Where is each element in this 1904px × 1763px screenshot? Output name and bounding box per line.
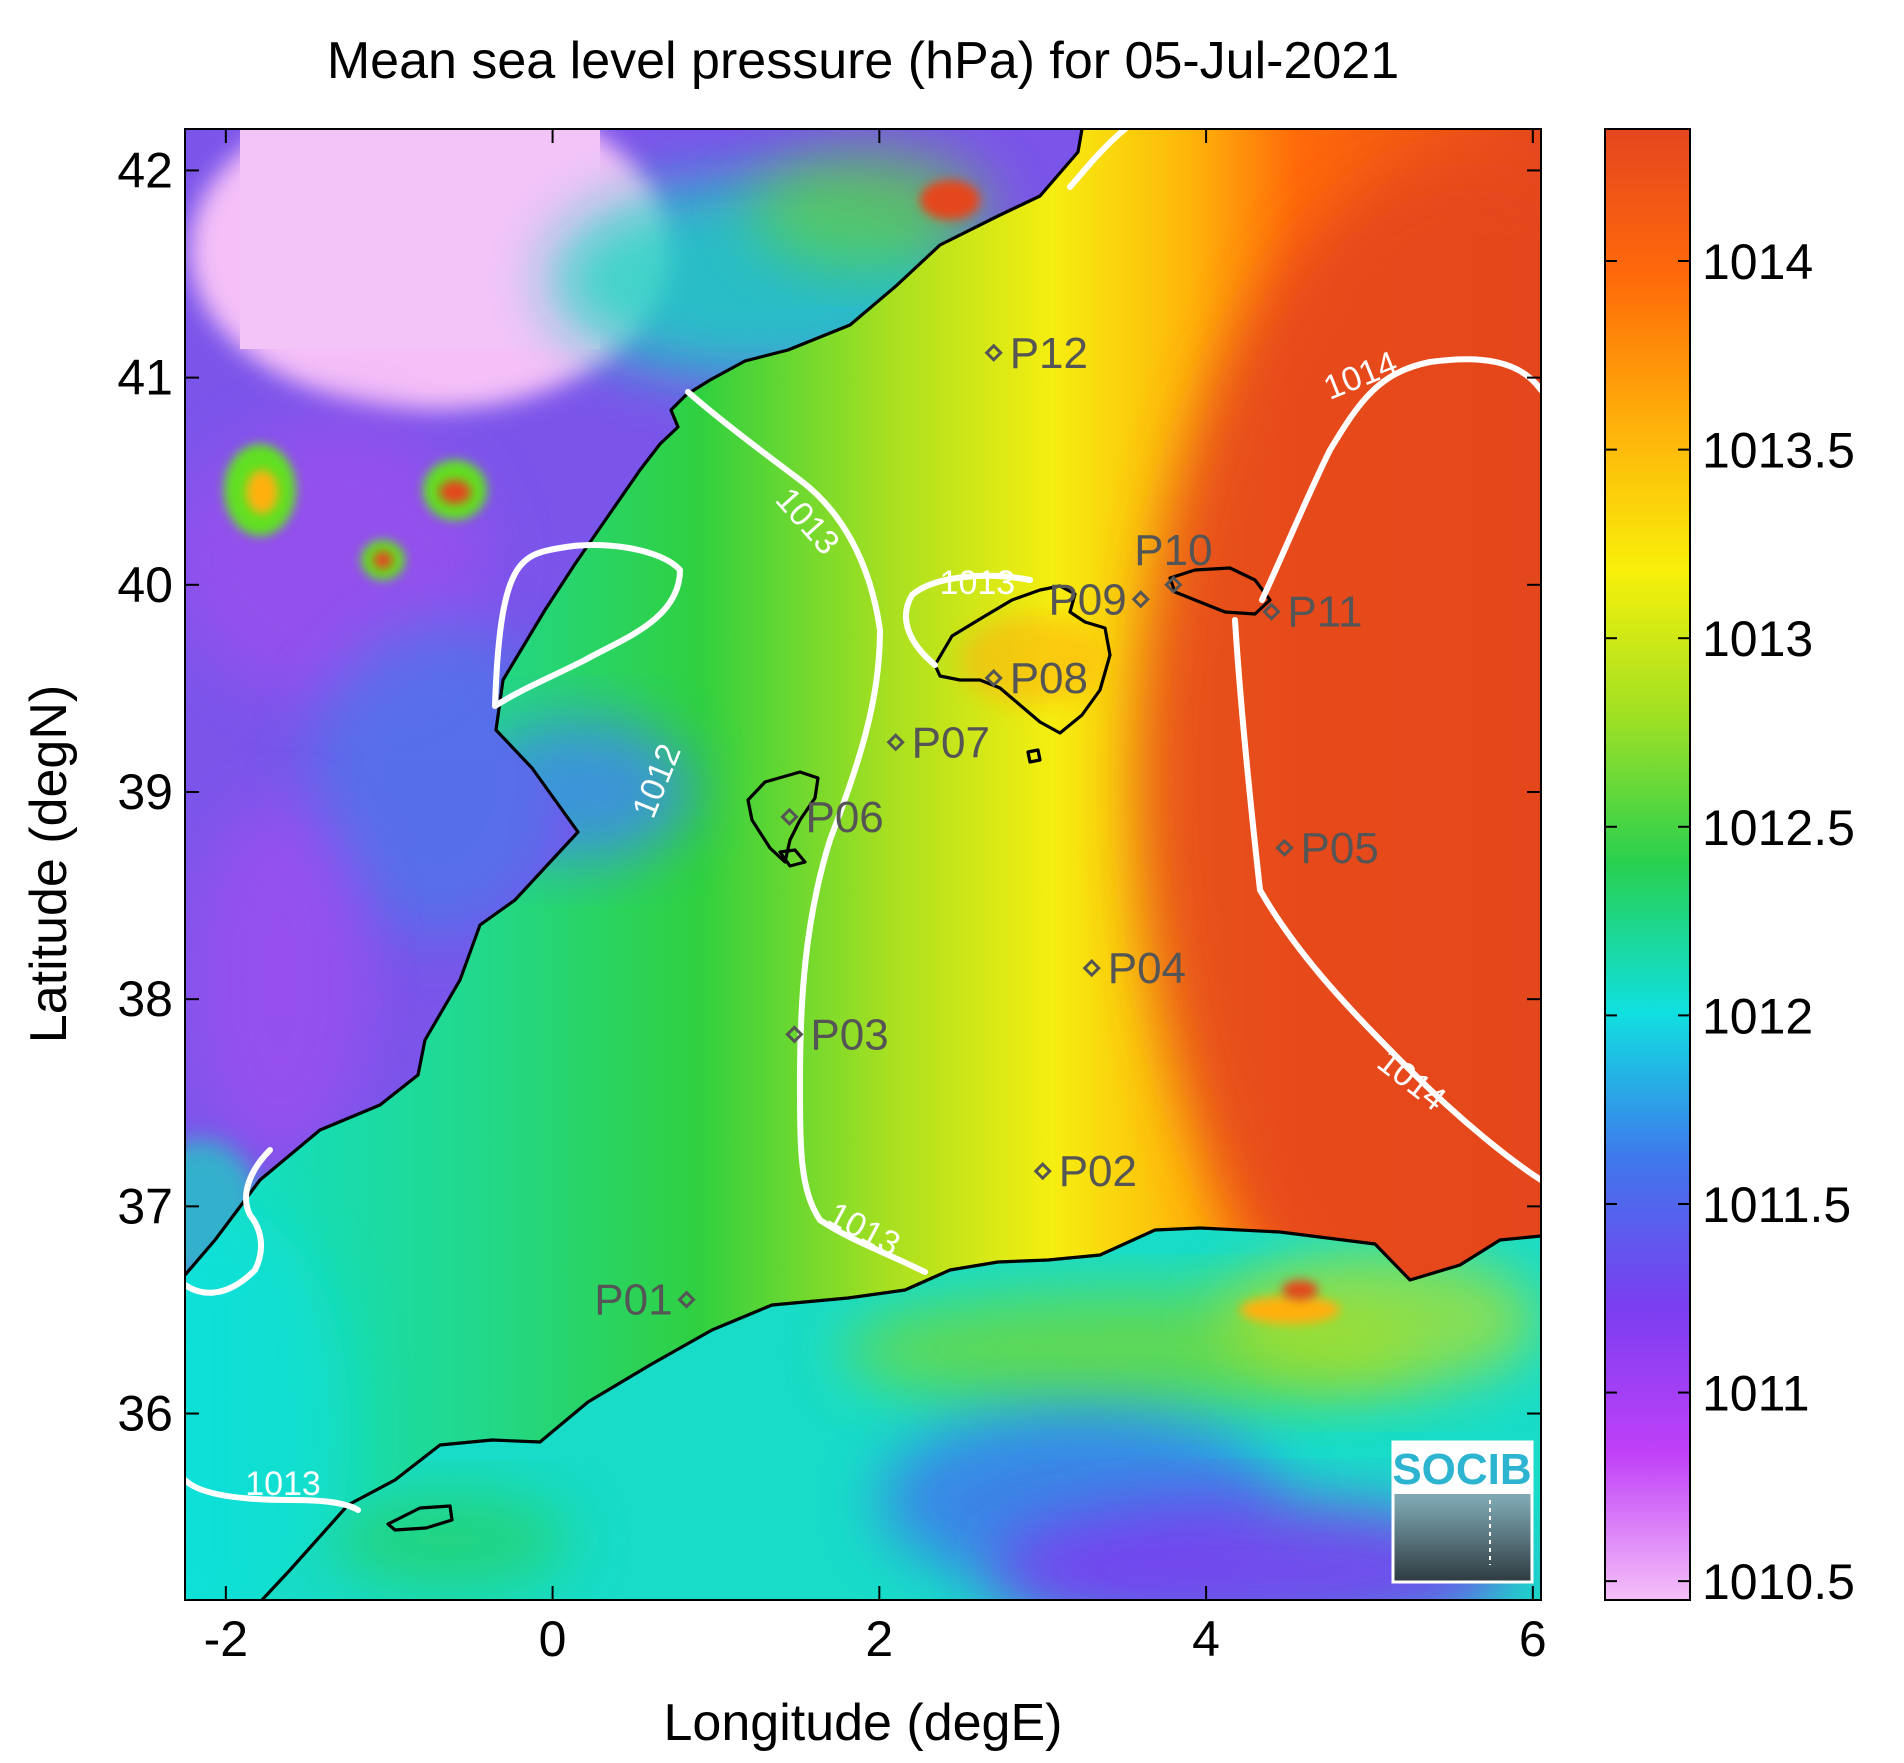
station-label: P10 (1134, 526, 1212, 575)
colorbar-gradient (1604, 128, 1691, 1601)
ibiza-coast (746, 770, 820, 864)
station-marker (1275, 838, 1294, 858)
y-tick-label: 42 (117, 142, 173, 198)
station-p05: P05 (1275, 824, 1379, 873)
pressure-field (185, 129, 1541, 1600)
cabrera-coast (1026, 748, 1042, 764)
station-p02: P02 (1033, 1147, 1137, 1196)
station-marker (1262, 602, 1281, 621)
contour-1013-north (1067, 129, 1128, 190)
station-label: P03 (810, 1010, 888, 1059)
colorbar-tick-label: 1012.5 (1702, 800, 1855, 856)
station-p08: P08 (984, 654, 1088, 703)
colorbar: 1010.5 1011 1011.5 1012 1012.5 1013 1013.5 1014 (1604, 128, 1855, 1610)
colorbar-tick-label: 1013 (1702, 611, 1813, 667)
station-marker (1082, 958, 1101, 978)
y-tick-label: 36 (117, 1386, 173, 1442)
colorbar-tick-label: 1011.5 (1702, 1177, 1851, 1233)
contour-1013-sw-coast (185, 1147, 273, 1296)
station-label: P05 (1301, 824, 1379, 873)
station-p06: P06 (780, 793, 884, 842)
station-marker (1131, 590, 1150, 609)
station-marker (886, 733, 905, 752)
contour-label: 1013 (245, 1465, 321, 1503)
y-tick-label: 38 (117, 971, 173, 1027)
x-tick-label: -2 (204, 1611, 248, 1667)
station-marker (780, 807, 799, 826)
colorbar-ticks: 1010.5 1011 1011.5 1012 1012.5 1013 1013.5 1014 (1605, 234, 1855, 1610)
colorbar-tick-label: 1014 (1702, 234, 1813, 290)
station-label: P02 (1059, 1147, 1137, 1196)
iberia-coast (185, 129, 1084, 1277)
y-axis-label: Latitude (degN) (20, 685, 78, 1043)
axes-frame: -2 0 2 4 6 36 37 38 39 40 41 42 (117, 128, 1547, 1667)
x-tick-label: 4 (1192, 1611, 1220, 1667)
colorbar-tick-label: 1010.5 (1702, 1554, 1855, 1610)
station-p12: P12 (984, 329, 1088, 378)
y-tick-label: 39 (117, 764, 173, 820)
station-label: P12 (1010, 329, 1088, 378)
africa-coast (260, 1226, 1541, 1600)
colorbar-tick-label: 1013.5 (1702, 423, 1855, 479)
station-label: P11 (1287, 588, 1362, 637)
station-p07: P07 (886, 718, 990, 767)
contour-1013-mallorca (903, 572, 1033, 668)
y-tick-label: 41 (117, 350, 173, 406)
y-tick-label: 37 (117, 1178, 173, 1234)
station-p01: P01 (594, 1276, 696, 1325)
station-marker (1033, 1162, 1052, 1181)
station-label: P01 (594, 1276, 672, 1325)
station-p11: P11 (1262, 588, 1362, 637)
socib-logo: SOCIB (1391, 1440, 1534, 1584)
x-tick-label: 0 (539, 1611, 567, 1667)
station-label: P08 (1010, 654, 1088, 703)
station-p04: P04 (1082, 944, 1186, 993)
chart-title: Mean sea level pressure (hPa) for 05-Jul… (327, 32, 1399, 90)
contour-1014-east (1232, 356, 1541, 1183)
contour-1013-west (685, 389, 928, 1275)
colorbar-tick-label: 1011 (1702, 1366, 1810, 1422)
logo-text: SOCIB (1392, 1445, 1531, 1494)
inland-pink-block (240, 129, 600, 349)
station-label: P06 (805, 793, 883, 842)
contour-1013-southwest (185, 1477, 361, 1513)
x-ticks: -2 0 2 4 6 (204, 129, 1547, 1667)
x-tick-label: 6 (1519, 1611, 1547, 1667)
contour-1012 (492, 541, 683, 709)
station-marker (984, 668, 1003, 688)
station-marker (984, 343, 1003, 362)
station-p09: P09 (1048, 575, 1150, 624)
station-p03: P03 (785, 1010, 889, 1059)
x-axis-label: Longitude (degE) (664, 1694, 1063, 1752)
mallorca-coast (933, 584, 1112, 735)
colorbar-tick-label: 1012 (1702, 988, 1813, 1044)
station-marker (677, 1290, 696, 1309)
station-marker (1164, 575, 1183, 594)
contour-label: 1013 (940, 564, 1016, 602)
station-p10: P10 (1134, 526, 1213, 594)
contour-lines (185, 129, 1541, 1513)
y-tick-label: 40 (117, 557, 173, 613)
x-tick-label: 2 (865, 1611, 893, 1667)
station-label: P04 (1108, 944, 1186, 993)
formentera-coast (778, 848, 807, 868)
menorca-coast (1168, 566, 1272, 616)
coastlines (185, 129, 1541, 1600)
station-label: P09 (1048, 575, 1126, 624)
station-marker (785, 1025, 804, 1044)
high-pressure-core (1140, 160, 1541, 1400)
y-ticks: 36 37 38 39 40 41 42 (117, 142, 1541, 1442)
alboran-island-coast (386, 1504, 454, 1532)
station-label: P07 (912, 718, 990, 767)
